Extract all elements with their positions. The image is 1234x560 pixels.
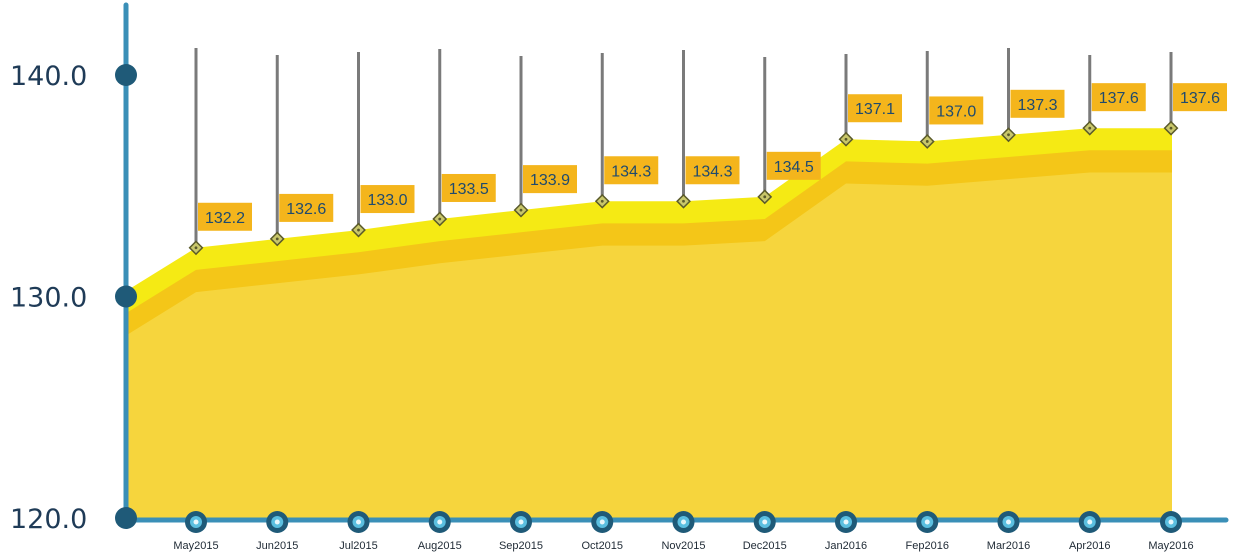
data-point-core <box>519 208 523 212</box>
x-tick-label: Mar2016 <box>987 540 1030 552</box>
x-tick-dot-core <box>518 519 524 525</box>
x-tick-label: Apr2016 <box>1069 540 1111 552</box>
data-point-core <box>275 237 279 241</box>
data-label: 132.2 <box>205 210 245 227</box>
data-point-core <box>438 217 442 221</box>
data-label: 134.3 <box>692 163 732 180</box>
data-point-core <box>1169 126 1173 130</box>
data-label: 133.5 <box>449 181 489 198</box>
x-tick-dot-core <box>356 519 361 525</box>
y-tick-dot <box>115 507 137 529</box>
data-label-box <box>198 202 252 231</box>
data-point-core <box>682 199 685 203</box>
data-label-box <box>523 165 577 194</box>
x-tick-label: Jul2015 <box>339 540 378 552</box>
axes <box>115 2 1229 533</box>
x-tick-label: Fep2016 <box>906 540 949 552</box>
data-point-core <box>925 140 929 143</box>
x-tick-dot-core <box>762 519 768 525</box>
data-label: 137.6 <box>1180 90 1220 107</box>
data-label: 137.1 <box>855 101 895 118</box>
data-label: 134.3 <box>611 163 651 180</box>
data-point-core <box>194 246 198 250</box>
y-tick-dot <box>115 285 137 308</box>
data-label-box <box>1010 89 1065 118</box>
x-tick-label: Nov2015 <box>661 540 705 552</box>
y-tick-label: 120.0 <box>10 504 87 535</box>
data-label-box <box>360 185 415 214</box>
x-tick-label: May2016 <box>1148 540 1193 552</box>
x-tick-dot-core <box>843 519 849 525</box>
x-tick-label: Oct2015 <box>581 540 623 552</box>
drop-lines <box>194 48 1173 248</box>
data-label-box <box>1091 83 1146 112</box>
x-tick-label: Jun2015 <box>256 540 298 552</box>
data-points: 132.2 132.6 133.0 133.5 133.9 134.3 134.3 134.5… <box>188 83 1227 256</box>
data-label-box <box>685 156 740 185</box>
data-label: 132.6 <box>286 201 326 218</box>
data-label-box <box>766 151 821 180</box>
x-tick-dot-core <box>599 519 605 525</box>
tick-labels: 120.0 130.0 140.0 May2015 Jun2015 Jul2015 Aug2… <box>10 61 1194 552</box>
data-label: 137.0 <box>936 103 976 120</box>
x-tick-label: May2015 <box>173 540 218 552</box>
data-label: 134.5 <box>774 159 814 176</box>
data-label-box <box>848 94 902 123</box>
y-tick-dot <box>115 64 137 86</box>
data-point-core <box>357 228 360 232</box>
data-label-box <box>604 156 659 185</box>
x-tick-dot-core <box>1006 519 1011 525</box>
x-tick-dot-core <box>193 519 199 525</box>
data-label: 133.0 <box>367 192 407 209</box>
data-label-box <box>1173 83 1227 112</box>
data-label-box <box>441 173 496 202</box>
x-tick-label: Sep2015 <box>499 540 543 552</box>
area-band-main <box>128 172 1172 518</box>
x-tick-dot-core <box>1168 519 1174 525</box>
data-point-core <box>600 199 604 203</box>
y-tick-label: 140.0 <box>10 61 87 92</box>
x-tick-label: Jan2016 <box>825 540 867 552</box>
x-tick-dot-core <box>274 519 280 525</box>
data-point-core <box>763 195 767 199</box>
data-point-core <box>844 137 848 141</box>
x-tick-label: Dec2015 <box>743 540 787 552</box>
area-layers <box>128 128 1172 519</box>
data-label: 137.3 <box>1017 97 1057 114</box>
data-label: 137.6 <box>1099 90 1139 107</box>
data-label: 133.9 <box>530 172 570 189</box>
data-label-box <box>279 193 334 222</box>
data-label-box <box>929 96 984 125</box>
x-tick-dot-core <box>437 519 443 525</box>
y-tick-label: 130.0 <box>10 283 87 314</box>
x-tick-dot-core <box>1087 519 1093 525</box>
x-tick-label: Aug2015 <box>418 540 462 552</box>
data-point-core <box>1088 126 1092 130</box>
x-tick-dot-core <box>681 519 686 525</box>
x-tick-dot-core <box>924 519 930 525</box>
data-point-core <box>1007 133 1010 137</box>
